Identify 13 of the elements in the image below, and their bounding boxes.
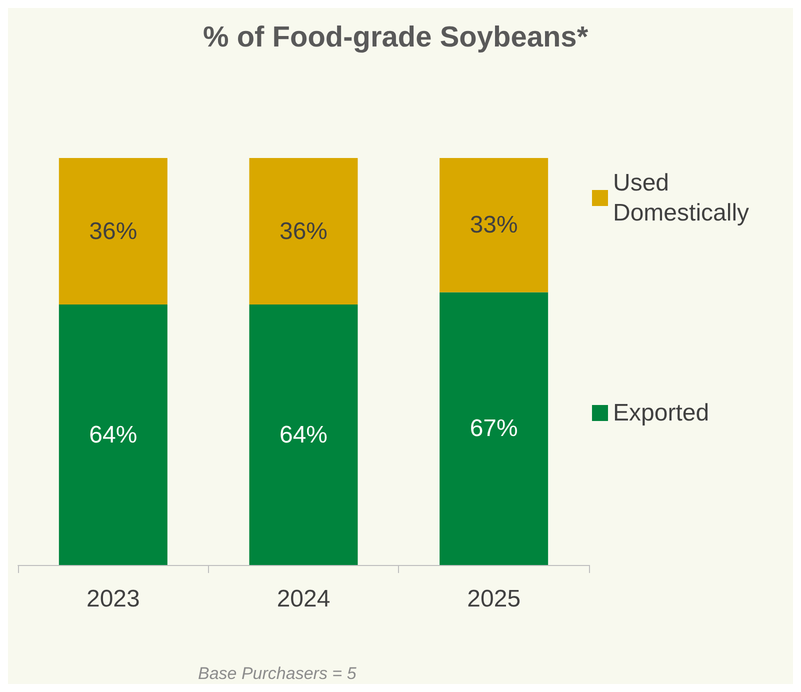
data-label: 64% — [89, 421, 138, 448]
data-label: 33% — [470, 212, 518, 239]
x-tick-label: 2024 — [276, 586, 330, 612]
x-tick-label: 2025 — [467, 586, 521, 612]
legend-label: Exported — [613, 400, 710, 426]
text: Base Purchasers = 5 — [198, 664, 357, 683]
data-label: 67% — [470, 415, 518, 442]
data-label: 36% — [279, 218, 328, 245]
legend-label: Used Domestically — [613, 170, 750, 226]
chart-title: % of Food-grade Soybeans* — [203, 22, 589, 54]
data-label: 36% — [89, 218, 138, 245]
data-label: 64% — [279, 421, 328, 448]
x-tick-label: 2023 — [86, 586, 140, 612]
